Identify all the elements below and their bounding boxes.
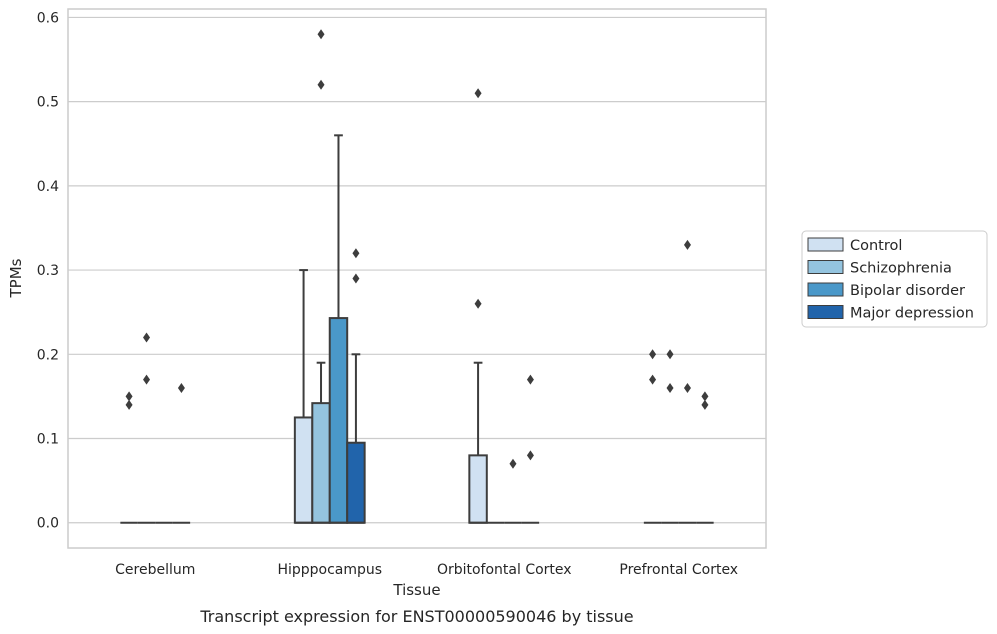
outlier-point xyxy=(125,399,133,410)
y-tick-label: 0.4 xyxy=(37,179,59,195)
box xyxy=(328,317,349,524)
x-tick-label: Cerebellum xyxy=(115,562,195,578)
y-axis: 0.0 0.1 0.2 0.3 0.4 0.5 0.6 xyxy=(37,10,59,531)
legend-swatch xyxy=(807,305,844,319)
x-tick-label: Hipppocampus xyxy=(277,562,382,578)
y-tick-label: 0.3 xyxy=(37,263,59,279)
plot-frame xyxy=(67,8,767,549)
box-group xyxy=(328,134,349,524)
legend-swatch xyxy=(807,237,844,252)
legend-label: Control xyxy=(850,238,902,254)
plot-border xyxy=(67,8,767,549)
outlier-point xyxy=(509,458,517,469)
outlier-point xyxy=(125,391,133,402)
outlier-point xyxy=(143,332,151,343)
chart-title: Transcript expression for ENST0000059004… xyxy=(199,607,633,626)
outlier-point xyxy=(352,273,360,284)
box-group xyxy=(678,239,697,524)
outlier-point xyxy=(474,298,482,309)
outlier-point xyxy=(666,349,674,360)
x-axis-label: Tissue xyxy=(392,581,440,599)
box-group xyxy=(172,382,191,524)
box xyxy=(311,402,331,524)
outlier-point xyxy=(649,374,657,385)
box-group xyxy=(120,391,138,524)
box-group xyxy=(661,349,679,524)
box-group xyxy=(643,349,662,524)
box-group xyxy=(696,391,714,524)
legend-label: Major depression xyxy=(850,306,974,322)
box xyxy=(468,454,488,524)
y-tick-label: 0.5 xyxy=(37,95,59,111)
legend: Control Schizophrenia Bipolar disorder Majo… xyxy=(801,230,988,328)
y-tick-label: 0.2 xyxy=(37,347,59,363)
box-plot-marks xyxy=(120,29,714,524)
outlier-point xyxy=(317,79,325,90)
outlier-point xyxy=(666,382,674,393)
box-group xyxy=(504,458,522,524)
legend-box xyxy=(801,230,988,328)
outlier-point xyxy=(317,29,325,40)
outlier-point xyxy=(649,349,657,360)
box-group xyxy=(468,88,488,524)
box xyxy=(346,441,366,524)
outlier-point xyxy=(177,382,185,393)
legend-swatch xyxy=(807,260,844,274)
outlier-point xyxy=(683,382,691,393)
x-axis: Cerebellum Hipppocampus Orbitofontal Corte… xyxy=(115,562,738,578)
y-tick-label: 0.1 xyxy=(37,432,59,448)
y-tick-label: 0.6 xyxy=(37,10,59,26)
outlier-point xyxy=(683,239,691,250)
outlier-point xyxy=(526,374,534,385)
outlier-point xyxy=(352,248,360,259)
box-group xyxy=(137,332,156,524)
x-tick-label: Orbitofontal Cortex xyxy=(437,562,572,578)
box-group xyxy=(521,374,540,524)
outlier-point xyxy=(701,391,709,402)
grid-lines xyxy=(68,16,766,524)
x-tick-label: Prefrontal Cortex xyxy=(619,562,738,578)
outlier-point xyxy=(143,374,151,385)
outlier-point xyxy=(526,450,534,461)
box-group xyxy=(293,269,314,524)
legend-swatch xyxy=(807,282,844,297)
box-group xyxy=(346,248,366,524)
y-axis-label: TPMs xyxy=(7,258,25,298)
outlier-point xyxy=(701,399,709,410)
box-group xyxy=(311,29,331,524)
y-tick-label: 0.0 xyxy=(37,516,59,532)
box xyxy=(293,416,314,524)
outlier-point xyxy=(474,88,482,99)
legend-label: Schizophrenia xyxy=(850,261,952,277)
legend-label: Bipolar disorder xyxy=(850,283,965,299)
